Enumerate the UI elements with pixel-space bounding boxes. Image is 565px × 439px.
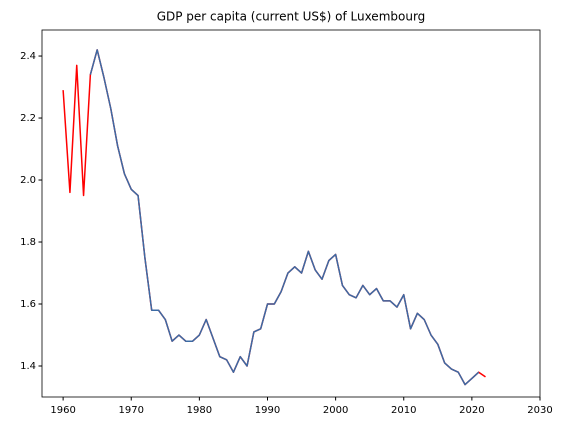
x-tick-label: 1980: [187, 405, 212, 416]
line: [89, 49, 480, 386]
y-tick-label: 2.0: [20, 175, 36, 186]
y-tick-label: 1.8: [20, 237, 36, 248]
x-tick-label: 1970: [119, 405, 144, 416]
y-tick-label: 1.6: [20, 299, 36, 310]
line: [62, 49, 486, 386]
x-tick-label: 2010: [391, 405, 416, 416]
y-tick-label: 2.4: [20, 51, 36, 62]
chart-title: GDP per capita (current US$) of Luxembou…: [157, 10, 426, 24]
x-tick-label: 2030: [527, 405, 552, 416]
x-tick-label: 1960: [50, 405, 75, 416]
x-tick-label: 2020: [459, 405, 484, 416]
y-tick-label: 1.4: [20, 361, 36, 372]
y-tick-label: 2.2: [20, 113, 36, 124]
plot-frame: [41, 29, 541, 398]
x-tick-label: 1990: [255, 405, 280, 416]
x-tick-label: 2000: [323, 405, 348, 416]
